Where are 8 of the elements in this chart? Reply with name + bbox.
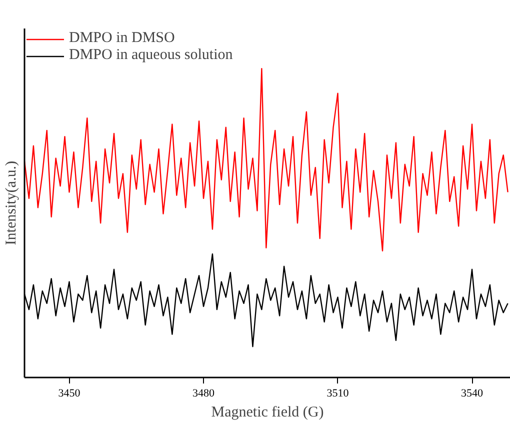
x-tick-label: 3480 [192, 388, 216, 400]
y-axis-title: Intensity(a.u.) [4, 160, 20, 246]
x-tick-label: 3540 [461, 388, 484, 400]
legend-label: DMPO in DMSO [69, 30, 175, 47]
x-tick-label: 3450 [58, 388, 81, 400]
x-axis-title: Magnetic field (G) [211, 404, 324, 420]
legend-label: DMPO in aqueous solution [69, 47, 233, 64]
x-tick-label: 3510 [326, 388, 350, 400]
